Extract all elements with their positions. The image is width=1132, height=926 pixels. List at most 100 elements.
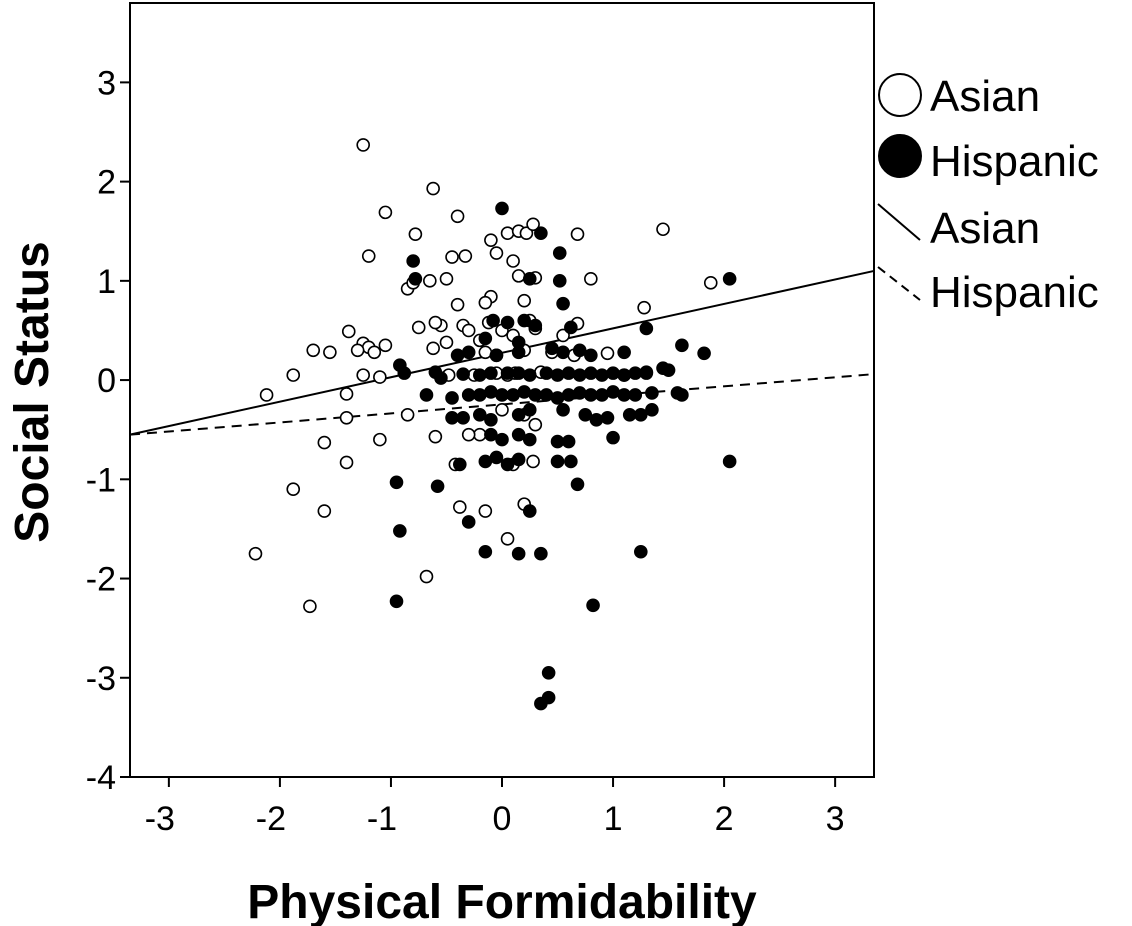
data-point-asian [472, 427, 487, 442]
data-point-asian [356, 368, 370, 382]
data-point-asian [458, 249, 473, 263]
data-point-asian [259, 388, 274, 402]
data-point-hispanic [450, 348, 465, 363]
data-point-hispanic [556, 403, 570, 417]
data-point-asian [637, 300, 651, 315]
data-point-asian [248, 546, 263, 561]
data-point-hispanic [486, 313, 500, 328]
data-point-hispanic [500, 457, 515, 472]
data-point-hispanic [552, 246, 567, 260]
legend-asian-line-label: Asian [930, 204, 1040, 253]
data-point-asian [400, 408, 415, 422]
data-point-hispanic [393, 524, 407, 538]
data-point-hispanic [484, 366, 498, 380]
data-point-hispanic [408, 272, 423, 286]
data-point-asian [478, 295, 493, 310]
data-point-hispanic [584, 348, 598, 363]
data-point-asian [519, 226, 534, 241]
data-point-hispanic [495, 388, 509, 402]
data-point-asian [570, 227, 585, 242]
data-points [248, 138, 737, 711]
data-point-asian [341, 324, 356, 339]
data-point-hispanic [506, 388, 520, 402]
data-point-hispanic [572, 368, 587, 382]
data-point-hispanic [639, 365, 654, 379]
data-point-hispanic [517, 313, 532, 328]
data-point-hispanic [534, 546, 548, 561]
data-point-asian [286, 482, 301, 497]
y-tick-label: -2 [86, 561, 116, 599]
data-point-asian [500, 532, 515, 546]
data-point-hispanic [556, 296, 570, 311]
data-point-asian [526, 454, 540, 469]
data-point-asian [461, 323, 476, 338]
data-point-hispanic [539, 388, 554, 402]
data-point-asian [556, 328, 570, 343]
data-point-hispanic [595, 368, 609, 382]
data-point-hispanic [478, 544, 493, 559]
data-point-hispanic [675, 338, 689, 353]
data-point-hispanic [617, 388, 631, 402]
data-point-asian [506, 254, 520, 268]
data-point-hispanic [522, 432, 537, 447]
data-point-hispanic [550, 454, 565, 469]
data-point-hispanic [572, 343, 587, 358]
data-point-asian [445, 250, 459, 264]
data-point-asian [453, 500, 467, 514]
data-point-hispanic [445, 391, 459, 405]
data-point-asian [450, 209, 465, 224]
data-point-hispanic [584, 388, 598, 402]
data-point-asian [495, 403, 509, 417]
data-point-hispanic [722, 454, 737, 469]
data-point-asian [356, 138, 370, 152]
data-point-asian [361, 249, 376, 263]
y-tick-label: 0 [97, 362, 116, 400]
data-point-hispanic [561, 388, 576, 402]
data-point-hispanic [389, 594, 404, 609]
data-point-asian [439, 272, 454, 286]
data-point-hispanic [522, 504, 537, 518]
data-point-hispanic [570, 477, 585, 492]
data-point-hispanic [484, 427, 498, 442]
x-axis: -3 -2 -1 0 1 2 3 [145, 777, 845, 838]
data-point-hispanic [561, 366, 576, 380]
data-point-asian [426, 181, 440, 196]
y-axis-title: Social Status [6, 241, 59, 542]
data-point-hispanic [495, 432, 509, 447]
data-point-asian [408, 227, 423, 242]
data-point-hispanic [495, 201, 509, 216]
data-point-hispanic [578, 408, 593, 422]
data-point-asian [484, 233, 498, 247]
data-point-hispanic [511, 452, 526, 467]
data-point-hispanic [628, 388, 643, 402]
x-tick-label: 3 [826, 800, 845, 838]
y-axis: 3 2 1 0 -1 -2 -3 -4 [86, 64, 130, 797]
y-tick-label: -3 [86, 660, 116, 698]
data-point-asian [303, 599, 317, 614]
data-point-hispanic [489, 450, 504, 465]
data-point-hispanic [522, 403, 537, 417]
x-tick-label: 0 [493, 800, 512, 838]
data-point-hispanic [528, 388, 543, 402]
data-point-asian [373, 370, 387, 384]
data-point-asian [450, 297, 465, 312]
data-point-hispanic [430, 479, 445, 494]
data-point-asian [378, 205, 393, 220]
data-point-asian [461, 427, 476, 442]
data-point-hispanic [628, 366, 643, 380]
data-point-hispanic [511, 345, 526, 360]
legend-hispanic-marker [878, 134, 922, 178]
data-point-hispanic [545, 341, 559, 356]
data-point-asian [286, 368, 301, 382]
data-point-hispanic [722, 272, 737, 286]
data-point-hispanic [456, 367, 470, 381]
data-point-hispanic [622, 408, 637, 422]
data-point-hispanic [534, 226, 548, 241]
legend-asian-line [877, 203, 921, 241]
data-point-asian [528, 417, 543, 432]
data-point-asian [323, 345, 337, 360]
data-point-hispanic [511, 546, 526, 561]
data-point-hispanic [541, 666, 556, 680]
data-point-asian [426, 341, 440, 356]
data-point-asian [378, 338, 393, 353]
